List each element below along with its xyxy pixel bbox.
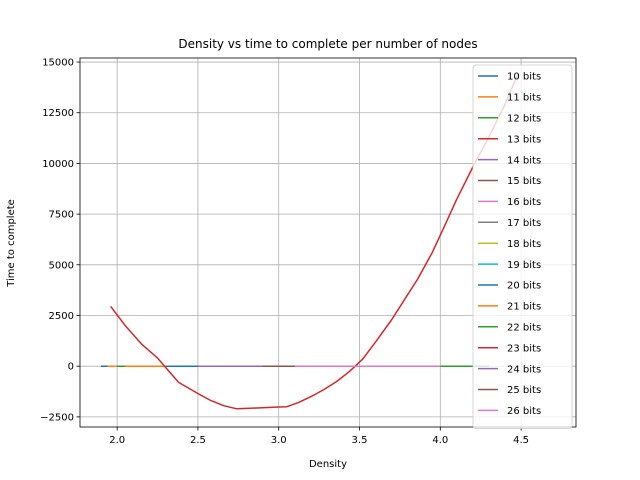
y-tick-label: 15000 <box>42 58 74 69</box>
x-tick-label: 2.0 <box>109 435 125 446</box>
legend-label: 11 bits <box>507 93 541 104</box>
chart-title: Density vs time to complete per number o… <box>178 37 477 51</box>
legend-label: 10 bits <box>507 72 541 83</box>
legend-label: 25 bits <box>507 385 541 396</box>
y-tick-label: 10000 <box>42 159 74 170</box>
x-tick-label: 4.5 <box>513 435 529 446</box>
y-tick-label: 7500 <box>49 210 74 221</box>
legend-label: 26 bits <box>507 406 541 417</box>
series-line-23-bits <box>110 73 519 410</box>
x-tick-label: 3.0 <box>271 435 287 446</box>
legend-label: 14 bits <box>507 155 541 166</box>
y-axis-label: Time to complete <box>6 199 17 288</box>
legend-label: 12 bits <box>507 114 541 125</box>
legend-label: 22 bits <box>507 323 541 334</box>
legend-label: 21 bits <box>507 302 541 313</box>
legend-label: 23 bits <box>507 343 541 354</box>
legend-label: 17 bits <box>507 218 541 229</box>
x-tick-label: 4.0 <box>432 435 448 446</box>
plot-lines <box>101 73 519 410</box>
axes-frame <box>79 57 577 428</box>
y-tick-label: 2500 <box>49 311 74 322</box>
x-axis-label: Density <box>309 459 347 470</box>
x-tick-label: 2.5 <box>190 435 206 446</box>
legend-label: 20 bits <box>507 281 541 292</box>
legend-label: 16 bits <box>507 197 541 208</box>
legend-label: 18 bits <box>507 239 541 250</box>
y-tick-label: 5000 <box>49 260 74 271</box>
legend-label: 24 bits <box>507 364 541 375</box>
y-tick-label: −2500 <box>40 412 74 423</box>
legend: 10 bits 11 bits 12 bits 13 bits 14 bits 15 bi… <box>472 64 573 429</box>
x-tick-label: 3.5 <box>352 435 368 446</box>
y-tick-label: 0 <box>68 362 74 373</box>
ticks: 2.0 2.5 3.0 3.5 4.0 4.5 −2500 0 2500 5000 7500 1000… <box>40 58 529 446</box>
legend-box <box>472 64 573 429</box>
legend-label: 19 bits <box>507 260 541 271</box>
y-tick-label: 12500 <box>42 108 74 119</box>
legend-label: 13 bits <box>507 134 541 145</box>
legend-label: 15 bits <box>507 176 541 187</box>
